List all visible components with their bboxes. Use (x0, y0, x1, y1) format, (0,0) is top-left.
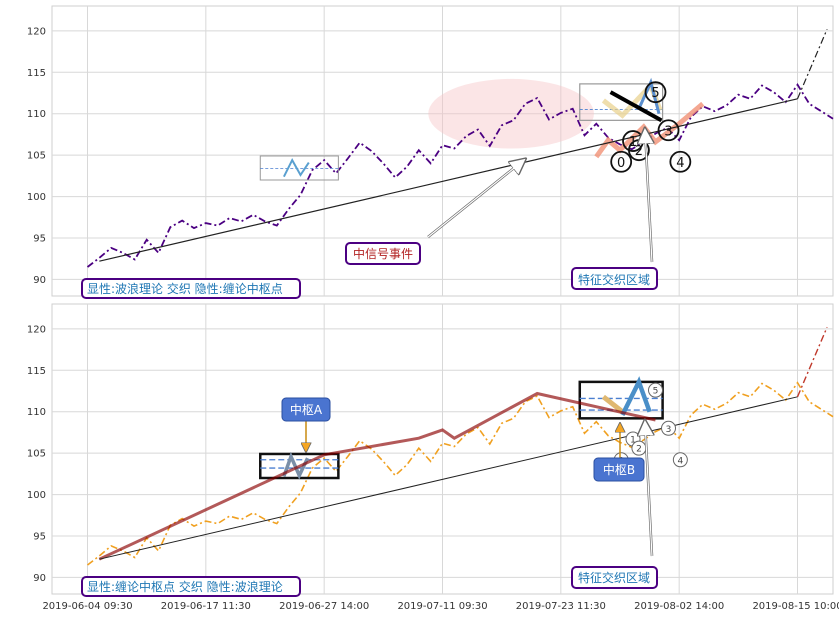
x-tick-label: 2019-07-23 11:30 (516, 601, 606, 612)
wave-pivot-label: 1 (630, 436, 636, 446)
y-tick-label: 95 (33, 234, 46, 245)
pivot-a-label-box (281, 397, 331, 422)
signal-caption-text: 中信号事件 (353, 246, 413, 261)
signal-ellipse (428, 78, 594, 149)
y-tick-label: 100 (27, 490, 46, 501)
wave-pivot-circle (669, 150, 692, 173)
pivot-a-zigzag (282, 451, 310, 480)
pivot-b-yellow (601, 394, 624, 414)
feature-arrow-inner (644, 129, 653, 263)
x-tick-label: 2019-06-04 09:30 (42, 601, 132, 612)
wave-pivot-label: 5 (653, 387, 659, 397)
feature-caption-text: 特征交织区域 (578, 272, 650, 287)
trend-line (99, 396, 798, 560)
wave-pivot-circle (657, 119, 680, 142)
x-tick-label: 2019-06-27 14:00 (279, 601, 369, 612)
feature-caption-box (571, 566, 658, 589)
y-tick-label: 105 (27, 449, 46, 460)
x-tick-label: 2019-07-11 09:30 (397, 601, 487, 612)
top-panel: 90 95 100 105 110 115 120 (27, 5, 834, 297)
y-tick-label: 110 (27, 407, 46, 418)
feature-arrow-inner (644, 421, 653, 557)
trend-extension (796, 28, 828, 100)
wave-pivot-label: 2 (636, 445, 642, 455)
wave-pivot-label: 4 (676, 156, 684, 171)
pivot-zigzag (283, 157, 310, 178)
pivot-b-label: 中枢B (603, 462, 635, 477)
wave-pivot-label: 3 (666, 425, 672, 435)
wave-pivot-circle (644, 81, 667, 104)
wave-pivot-label: 0 (617, 156, 625, 171)
feature-box (579, 83, 664, 121)
y-tick-label: 100 (27, 192, 46, 203)
feature-caption-text: 特征交织区域 (578, 570, 650, 585)
caption-box (81, 576, 301, 597)
wave-pivot-circle (672, 452, 688, 468)
series-line-price (87, 381, 834, 566)
wave-pivot-circle (648, 382, 663, 398)
trend-extension (796, 326, 828, 398)
wave-pivot-label: 4 (677, 456, 683, 466)
wave-pivot-label: 5 (651, 86, 659, 101)
y-tick-label: 90 (33, 275, 46, 286)
y-tick-label: 115 (27, 366, 46, 377)
wave-pivot-label: 3 (664, 124, 672, 139)
feature-blue-stroke (637, 77, 661, 115)
trend-channel (98, 391, 656, 561)
caption-box (81, 278, 301, 299)
trend-line (99, 98, 798, 262)
y-tick-label: 120 (27, 26, 46, 37)
y-tick-label: 110 (27, 109, 46, 120)
series-line-price (86, 83, 834, 268)
bottom-panel: 90 95 100 105 110 115 120 (27, 303, 834, 595)
signal-caption-box (345, 242, 421, 265)
pivot-a-label: 中枢A (290, 402, 323, 417)
pivot-b-label-box (593, 457, 645, 482)
caption-text: 显性:波浪理论 交织 隐性:缠论中枢点 (87, 281, 283, 296)
wave-pivot-circle (610, 150, 633, 173)
x-tick-label: 2019-06-17 11:30 (161, 601, 251, 612)
pivot-b-box (578, 380, 664, 420)
y-tick-label: 95 (33, 532, 46, 543)
x-tick-label: 2019-08-15 10:00 (752, 601, 839, 612)
wave-pivot-circle (661, 420, 677, 436)
x-tick-label: 2019-08-02 14:00 (634, 601, 724, 612)
feature-caption-box (571, 267, 658, 290)
wave-pivot-label: 2 (635, 144, 643, 159)
y-tick-label: 120 (27, 324, 46, 335)
wave-five-leg (609, 90, 663, 123)
y-tick-label: 90 (33, 573, 46, 584)
y-tick-label: 105 (27, 151, 46, 162)
pivot-box-small (259, 155, 339, 181)
pivot-b-blue (620, 376, 652, 417)
signal-arrow-inner (427, 159, 525, 238)
caption-text: 显性:缠论中枢点 交织 隐性:波浪理论 (87, 579, 283, 594)
y-tick-label: 115 (27, 68, 46, 79)
